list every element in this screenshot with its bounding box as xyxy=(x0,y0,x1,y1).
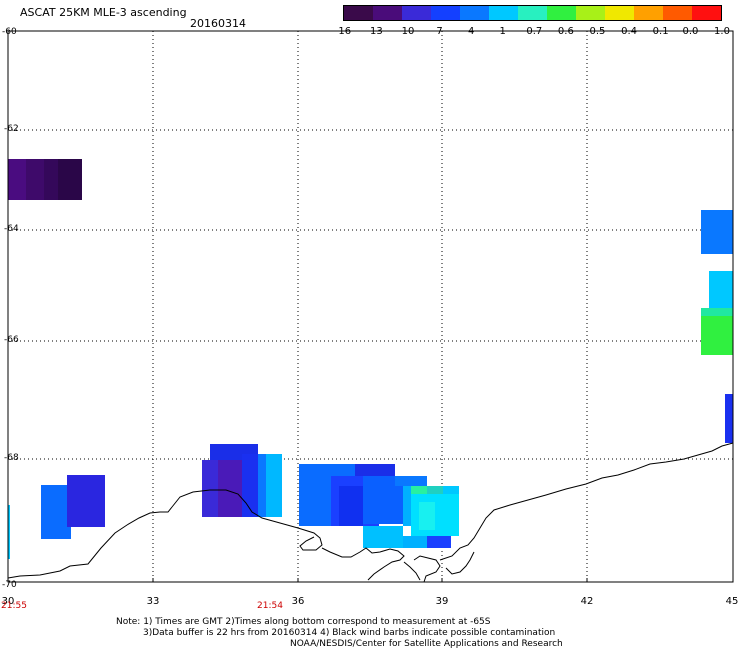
data-cell xyxy=(725,394,733,443)
data-cell xyxy=(403,536,427,548)
map-date: 20160314 xyxy=(190,17,246,30)
color-scale-swatch xyxy=(460,6,489,20)
data-cell xyxy=(339,486,363,526)
x-tick-label: 33 xyxy=(146,596,160,607)
data-cell xyxy=(443,486,459,494)
y-tick-label: -64 xyxy=(4,224,19,234)
data-cell xyxy=(67,475,105,527)
data-cell xyxy=(266,454,282,517)
data-cell xyxy=(403,486,411,526)
data-cell xyxy=(44,159,58,200)
time-label: 21:55 xyxy=(1,601,27,611)
color-scale-swatch xyxy=(634,6,663,20)
color-scale-swatch xyxy=(373,6,402,20)
color-scale-swatch xyxy=(518,6,547,20)
y-tick-label: -62 xyxy=(4,124,19,134)
color-scale-swatch xyxy=(692,6,721,20)
data-cell xyxy=(242,454,258,517)
x-tick-label: 36 xyxy=(291,596,305,607)
data-cell xyxy=(395,476,427,486)
note-line-1: Note: 1) Times are GMT 2)Times along bot… xyxy=(116,617,491,627)
data-cell xyxy=(8,159,26,200)
data-cell xyxy=(363,526,403,548)
data-cell xyxy=(709,271,733,308)
data-cell xyxy=(258,454,266,517)
tick-marks xyxy=(152,578,588,582)
time-label: 21:54 xyxy=(257,601,283,611)
map-title: ASCAT 25KM MLE-3 ascending xyxy=(20,6,187,19)
color-scale-bar xyxy=(343,5,722,21)
data-cell xyxy=(202,460,218,517)
color-scale-swatch xyxy=(605,6,634,20)
data-cell xyxy=(701,308,733,316)
data-cell xyxy=(427,536,451,548)
plot-frame xyxy=(7,30,734,583)
data-cell xyxy=(26,159,44,200)
x-tick-label: 42 xyxy=(580,596,594,607)
y-tick-label: -60 xyxy=(2,27,17,37)
data-cell xyxy=(701,210,733,254)
color-scale-swatch xyxy=(547,6,576,20)
color-scale-swatch xyxy=(576,6,605,20)
y-tick-label: -66 xyxy=(4,335,19,345)
note-line-3: NOAA/NESDIS/Center for Satellite Applica… xyxy=(290,639,563,649)
data-cell xyxy=(411,486,427,494)
x-tick-label: 45 xyxy=(725,596,739,607)
coastline xyxy=(7,442,734,583)
gridlines xyxy=(8,31,733,582)
y-tick-label: -70 xyxy=(2,580,17,590)
color-scale-swatch xyxy=(344,6,373,20)
note-line-2: 3)Data buffer is 22 hrs from 20160314 4)… xyxy=(143,628,556,638)
color-scale-swatch xyxy=(489,6,518,20)
y-tick-label: -68 xyxy=(4,453,19,463)
color-scale-swatch xyxy=(402,6,431,20)
color-scale-swatch xyxy=(431,6,460,20)
color-scale-swatch xyxy=(663,6,692,20)
wind-data-cells xyxy=(8,159,733,559)
data-cell xyxy=(8,505,10,559)
data-cell xyxy=(419,502,435,530)
data-cell xyxy=(355,464,395,476)
data-cell xyxy=(701,316,733,355)
data-cell xyxy=(41,485,71,539)
data-cell xyxy=(427,486,443,494)
x-tick-label: 30 xyxy=(1,596,15,607)
x-tick-label: 39 xyxy=(435,596,449,607)
data-cell xyxy=(58,159,82,200)
